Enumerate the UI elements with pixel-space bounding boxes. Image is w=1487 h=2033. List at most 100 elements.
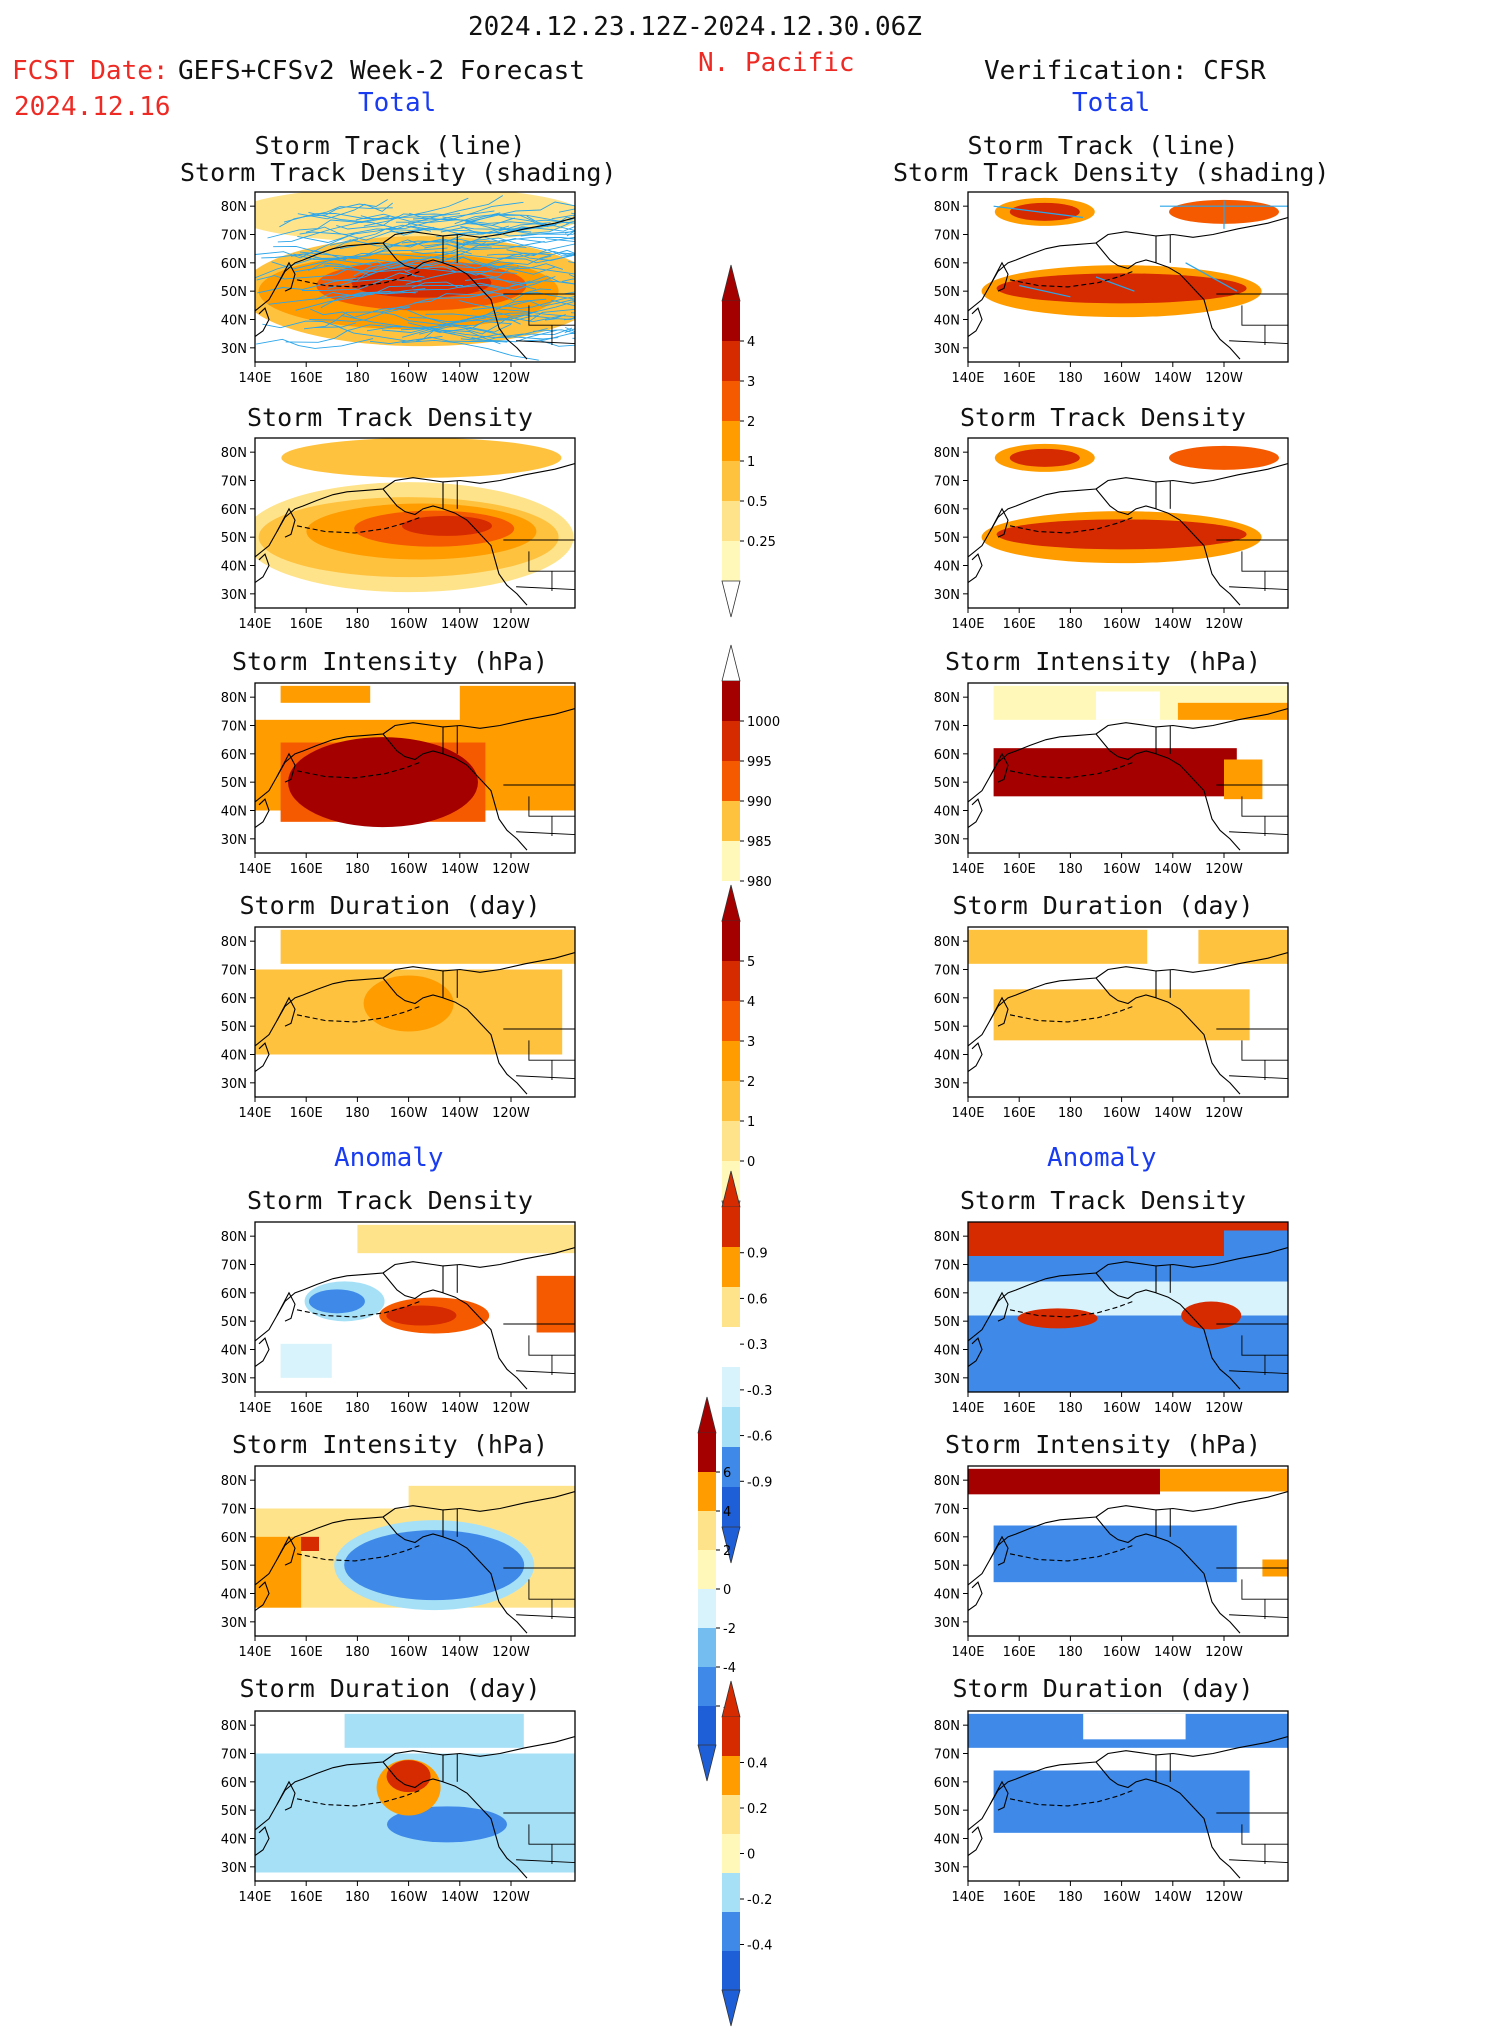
border-us-mexico xyxy=(516,586,575,591)
map-fcst-anom-duration: 80N 70N 60N 50N 40N 30N 140E 160E 180 160W 140W 120… xyxy=(221,1710,576,1905)
storm-track-line xyxy=(454,213,549,228)
lon-tick-label: 160W xyxy=(1103,1645,1141,1660)
lat-tick-label: 60N xyxy=(934,1776,960,1791)
storm-track-line xyxy=(564,230,575,234)
colorbar-label: 985 xyxy=(747,835,772,850)
lat-tick-label: 80N xyxy=(934,691,960,706)
shade-cell xyxy=(1224,759,1263,800)
lon-tick-label: 160E xyxy=(290,1890,323,1905)
border-us-mexico xyxy=(516,1075,575,1080)
lon-tick-label: 140E xyxy=(951,1106,984,1121)
coastline-asia xyxy=(255,488,384,558)
shade-cell xyxy=(536,1275,575,1333)
shade-cell xyxy=(968,1468,1160,1495)
storm-track-line xyxy=(310,306,411,318)
lon-tick-label: 140E xyxy=(238,1106,271,1121)
lon-tick-label: 160E xyxy=(290,617,323,632)
colorbar-label: -2 xyxy=(723,1622,736,1637)
shade-cell xyxy=(408,1485,575,1509)
coastline-west-america xyxy=(442,997,528,1095)
colorbar-segment xyxy=(722,1756,740,1795)
coastline-canada-arctic xyxy=(1155,1246,1288,1268)
colorbar-top-arrow xyxy=(697,1396,717,1434)
title-anom-intensity-left: Storm Intensity (hPa) xyxy=(231,1430,549,1459)
lat-tick-label: 40N xyxy=(934,1833,960,1848)
colorbar-segment xyxy=(722,541,740,581)
storm-track-line xyxy=(408,222,509,235)
coastline-asia xyxy=(968,488,1097,558)
shade-cell xyxy=(1177,702,1288,720)
storm-track-line xyxy=(256,338,374,349)
colorbar-bottom-arrow xyxy=(721,1526,741,1564)
storm-track-line xyxy=(523,333,575,342)
lon-tick-label: 140W xyxy=(1154,862,1192,877)
border-us-mexico xyxy=(1229,1075,1288,1080)
coastline-japan xyxy=(968,553,983,583)
lat-tick-label: 60N xyxy=(221,1287,247,1302)
colorbar-bottom-arrow xyxy=(697,1744,717,1782)
storm-track-line xyxy=(401,339,539,361)
coastline-asia xyxy=(968,1516,1097,1586)
colorbar-label: 5 xyxy=(747,955,755,970)
storm-track-line xyxy=(568,273,575,278)
lat-tick-label: 50N xyxy=(934,1804,960,1819)
lat-tick-label: 30N xyxy=(934,833,960,848)
state-borders xyxy=(528,1335,575,1375)
coastline-canada-arctic xyxy=(1155,1735,1288,1757)
lat-tick-label: 40N xyxy=(221,314,247,329)
colorbar-segment xyxy=(722,1287,740,1327)
map-frame xyxy=(254,437,576,609)
storm-track-line xyxy=(411,242,527,254)
coastline-kamchatka xyxy=(989,1780,1009,1811)
lon-tick-label: 160E xyxy=(1003,1401,1036,1416)
lat-tick-label: 40N xyxy=(221,560,247,575)
map-fcst-density: 80N 70N 60N 50N 40N 30N 140E 160E 180 160W 140W 120… xyxy=(221,437,576,632)
coastline-west-america xyxy=(442,1536,528,1634)
fcst-model: GEFS+CFSv2 Week-2 Forecast xyxy=(178,56,585,86)
fcst-date-label: FCST Date: xyxy=(12,56,169,86)
colorbar-bottom-arrow xyxy=(721,1989,741,2027)
storm-track-line xyxy=(418,267,537,290)
colorbar-segment xyxy=(722,1795,740,1834)
storm-track-line xyxy=(517,265,575,275)
lon-tick-label: 180 xyxy=(345,1106,370,1121)
border-us-mexico xyxy=(1229,340,1288,345)
coastline-kamchatka xyxy=(276,1780,296,1811)
lon-tick-label: 120W xyxy=(492,1401,530,1416)
storm-track-line xyxy=(405,246,492,272)
colorbar-label: -4 xyxy=(723,1661,736,1676)
lat-tick-label: 80N xyxy=(221,935,247,950)
coastline-alaska xyxy=(1095,1261,1157,1300)
colorbar-label: -0.2 xyxy=(747,1893,772,1908)
colorbar-segment xyxy=(722,1407,740,1447)
coastline-kamchatka xyxy=(989,1291,1009,1322)
map-frame xyxy=(254,1710,576,1882)
lon-tick-label: 140E xyxy=(238,371,271,386)
coastline-asia xyxy=(968,733,1097,803)
colorbar-label: 0 xyxy=(723,1583,731,1598)
storm-track-line xyxy=(462,236,575,243)
shade-cell xyxy=(357,1224,575,1254)
lat-tick-label: 50N xyxy=(221,285,247,300)
colorbar-segment xyxy=(722,501,740,541)
lon-tick-label: 120W xyxy=(1205,1890,1243,1905)
shade-area xyxy=(1169,445,1279,470)
coastline-kamchatka xyxy=(989,261,1009,292)
storm-track-line xyxy=(477,300,575,319)
title-anom-duration-right: Storm Duration (day) xyxy=(952,1674,1254,1703)
lat-tick-label: 40N xyxy=(221,805,247,820)
storm-track-line xyxy=(458,299,575,318)
lon-tick-label: 180 xyxy=(345,862,370,877)
aleutian-islands xyxy=(296,1005,421,1023)
colorbar-segment xyxy=(698,1706,716,1745)
storm-track-line xyxy=(570,312,575,314)
title-duration-left: Storm Duration (day) xyxy=(239,891,541,920)
colorbar-label: 0.4 xyxy=(747,1757,768,1772)
storm-track-line xyxy=(1185,262,1238,292)
colorbar-segment xyxy=(698,1667,716,1706)
section-anomaly-right: Anomaly xyxy=(1047,1143,1157,1173)
lat-tick-label: 80N xyxy=(934,1719,960,1734)
map-cfsr-intensity: 80N 70N 60N 50N 40N 30N 140E 160E 180 160W 140W 120… xyxy=(934,682,1289,877)
storm-track-line xyxy=(561,278,575,282)
lat-tick-label: 70N xyxy=(221,475,247,490)
